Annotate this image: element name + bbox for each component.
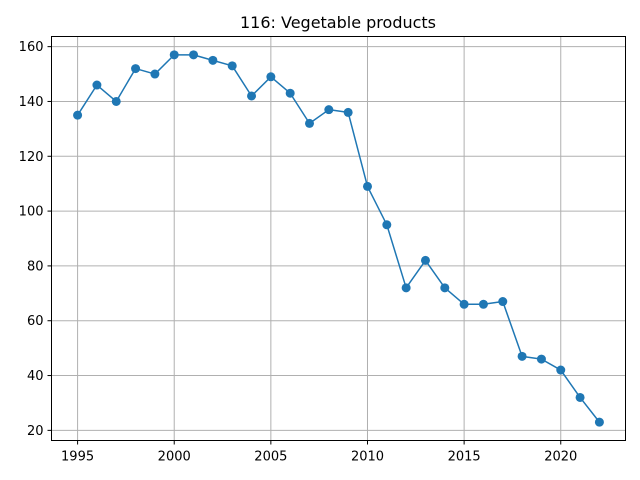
data-point bbox=[556, 365, 566, 375]
data-point bbox=[305, 118, 315, 128]
data-point bbox=[575, 392, 585, 402]
y-tick-label: 20 bbox=[27, 424, 44, 439]
y-tick-label: 40 bbox=[27, 369, 44, 384]
y-axis: 20 40 60 80 100 120 140 160 bbox=[19, 40, 52, 439]
data-point bbox=[227, 61, 237, 71]
data-point bbox=[92, 80, 102, 90]
y-tick-label: 160 bbox=[19, 40, 44, 55]
data-point bbox=[440, 283, 450, 293]
plot-area-frame bbox=[51, 36, 626, 441]
data-point bbox=[498, 297, 508, 307]
data-point bbox=[517, 351, 527, 361]
x-tick-label: 2005 bbox=[254, 450, 287, 465]
data-point bbox=[343, 107, 353, 117]
x-tick-label: 2015 bbox=[448, 450, 481, 465]
data-point bbox=[420, 255, 430, 265]
data-point bbox=[266, 72, 276, 82]
data-point bbox=[208, 55, 218, 65]
grid bbox=[51, 36, 626, 441]
data-point bbox=[285, 88, 295, 98]
x-tick-label: 2010 bbox=[351, 450, 384, 465]
x-tick-label: 2000 bbox=[158, 450, 191, 465]
series-layer bbox=[73, 50, 604, 427]
data-point bbox=[324, 105, 334, 115]
data-point bbox=[150, 69, 160, 79]
y-tick-label: 100 bbox=[19, 205, 44, 220]
data-point bbox=[459, 299, 469, 309]
data-point bbox=[478, 299, 488, 309]
data-point bbox=[362, 181, 372, 191]
y-tick-label: 80 bbox=[27, 259, 44, 274]
data-point bbox=[382, 220, 392, 230]
data-point bbox=[594, 417, 604, 427]
x-tick-label: 1995 bbox=[61, 450, 94, 465]
data-point bbox=[73, 110, 83, 120]
y-tick-label: 140 bbox=[19, 95, 44, 110]
data-point bbox=[189, 50, 199, 60]
data-point bbox=[536, 354, 546, 364]
data-point bbox=[111, 96, 121, 106]
series-line bbox=[76, 54, 601, 423]
x-axis: 1995 2000 2005 2010 2015 2020 bbox=[61, 440, 577, 465]
data-point bbox=[401, 283, 411, 293]
data-point bbox=[169, 50, 179, 60]
y-tick-label: 120 bbox=[19, 150, 44, 165]
y-tick-label: 60 bbox=[27, 314, 44, 329]
data-point bbox=[131, 64, 141, 74]
x-tick-label: 2020 bbox=[544, 450, 577, 465]
data-point bbox=[247, 91, 257, 101]
chart-title: 116: Vegetable products bbox=[240, 13, 436, 32]
